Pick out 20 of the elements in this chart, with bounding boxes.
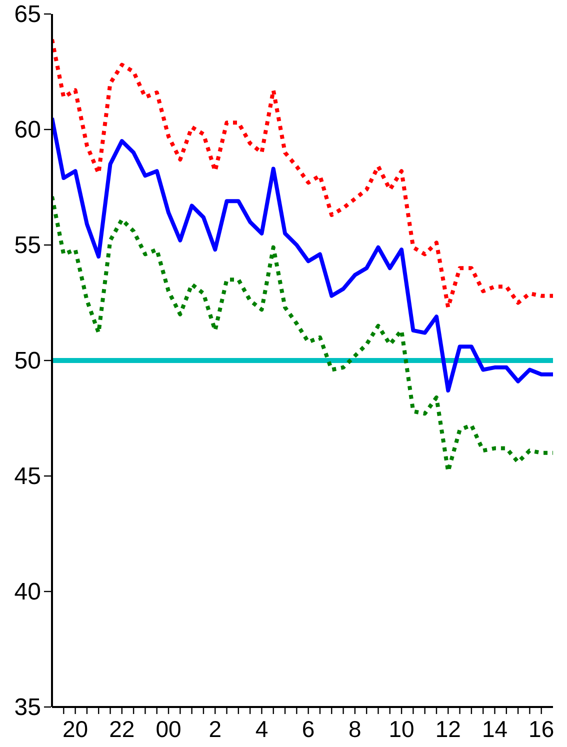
y-tick-label: 60 <box>14 116 41 144</box>
x-tick-label: 22 <box>109 716 135 742</box>
line-series <box>52 116 553 393</box>
x-tick-label: 12 <box>435 716 461 742</box>
line-series <box>52 37 553 310</box>
x-tick-label: 00 <box>156 716 182 742</box>
y-tick-label: 65 <box>14 1 41 28</box>
y-tick-label: 35 <box>14 694 41 721</box>
y-tick-label: 50 <box>14 348 41 374</box>
x-tick-label: 4 <box>255 716 268 742</box>
x-tick-label: 20 <box>62 716 88 742</box>
y-tick-label: 55 <box>14 232 41 259</box>
x-tick-label: 14 <box>482 716 508 742</box>
x-tick-label: 16 <box>528 716 554 742</box>
x-tick-label: 8 <box>348 716 362 742</box>
x-tick-label: 2 <box>208 716 222 742</box>
y-tick-label: 40 <box>14 578 41 606</box>
x-tick-label: 10 <box>388 716 414 742</box>
y-tick-label: 45 <box>14 463 41 490</box>
x-tick-label: 6 <box>302 716 315 742</box>
